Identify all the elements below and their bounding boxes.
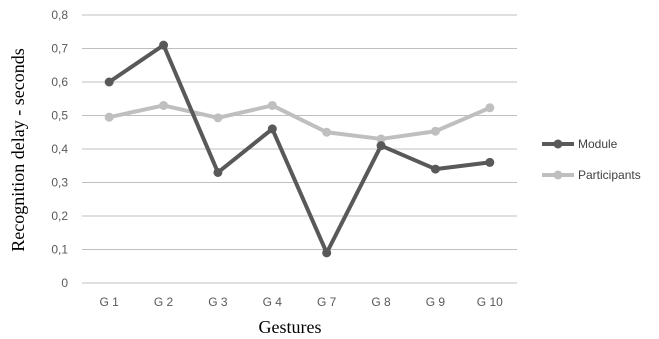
x-tick-label: G 3 <box>208 295 228 309</box>
y-tick-label: 0,7 <box>51 42 68 56</box>
legend: Module Participants <box>542 137 641 182</box>
x-tick-label: G 4 <box>263 295 283 309</box>
x-tick-label: G 10 <box>477 295 503 309</box>
data-point-participants <box>213 113 223 123</box>
data-point-module <box>159 40 169 50</box>
y-tick-label: 0,3 <box>51 176 68 190</box>
data-point-module <box>430 164 440 174</box>
y-tick-label: 0,1 <box>51 243 68 257</box>
data-point-participants <box>430 126 440 136</box>
legend-marker-module <box>553 139 563 149</box>
x-tick-label: G 8 <box>371 295 391 309</box>
y-tick-label: 0,4 <box>51 142 68 156</box>
x-tick-labels: G 1 G 2 G 3 G 4 G 7 G 8 G 9 G 10 <box>100 295 504 309</box>
legend-label-participants: Participants <box>578 168 641 182</box>
legend-label-module: Module <box>578 137 618 151</box>
data-point-participants <box>159 100 169 110</box>
gridlines <box>82 14 517 284</box>
data-point-participants <box>322 127 332 137</box>
data-point-module <box>104 77 114 87</box>
y-tick-label: 0,5 <box>51 109 68 123</box>
series-line-participants <box>107 103 492 141</box>
data-point-participants <box>104 112 114 122</box>
y-tick-label: 0 <box>61 276 68 290</box>
legend-marker-participants <box>553 170 563 180</box>
x-tick-label: G 1 <box>100 295 120 309</box>
series-lines <box>104 40 495 258</box>
data-point-participants <box>267 100 277 110</box>
y-tick-labels: 0 0,1 0,2 0,3 0,4 0,5 0,6 0,7 0,8 <box>51 8 68 290</box>
data-point-participants <box>376 134 386 144</box>
data-point-module <box>213 167 223 177</box>
x-tick-label: G 7 <box>317 295 337 309</box>
y-tick-label: 0,8 <box>51 8 68 22</box>
y-axis-title: Recognition delay - seconds <box>8 48 28 251</box>
data-point-module <box>485 157 495 167</box>
data-point-module <box>322 248 332 258</box>
x-tick-label: G 9 <box>426 295 446 309</box>
data-point-module <box>267 124 277 134</box>
x-tick-label: G 2 <box>154 295 174 309</box>
data-point-module <box>376 141 386 151</box>
data-point-participants <box>485 103 495 113</box>
y-tick-label: 0,2 <box>51 209 68 223</box>
x-axis-title: Gestures <box>259 317 322 337</box>
y-tick-label: 0,6 <box>51 75 68 89</box>
series-line-module <box>107 43 492 255</box>
